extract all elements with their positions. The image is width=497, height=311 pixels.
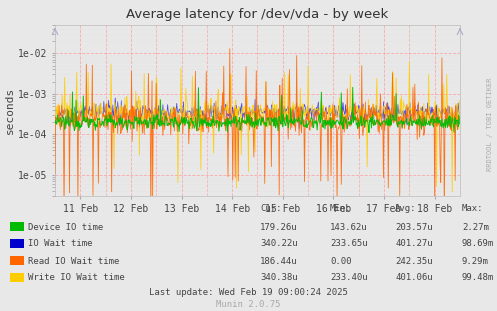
Y-axis label: seconds: seconds: [5, 87, 15, 134]
Text: 0.00: 0.00: [330, 257, 351, 266]
Text: 233.65u: 233.65u: [330, 239, 368, 248]
Text: Read IO Wait time: Read IO Wait time: [28, 257, 119, 266]
Text: Avg:: Avg:: [395, 204, 416, 213]
Text: 98.69m: 98.69m: [462, 239, 494, 248]
Text: Max:: Max:: [462, 204, 484, 213]
Text: 2.27m: 2.27m: [462, 222, 489, 231]
Text: Last update: Wed Feb 19 09:00:24 2025: Last update: Wed Feb 19 09:00:24 2025: [149, 288, 348, 297]
Title: Average latency for /dev/vda - by week: Average latency for /dev/vda - by week: [126, 8, 389, 21]
Text: 340.22u: 340.22u: [260, 239, 298, 248]
Text: 242.35u: 242.35u: [395, 257, 432, 266]
Text: Munin 2.0.75: Munin 2.0.75: [216, 300, 281, 309]
Text: 99.48m: 99.48m: [462, 273, 494, 282]
Text: 203.57u: 203.57u: [395, 222, 432, 231]
Text: 233.40u: 233.40u: [330, 273, 368, 282]
Text: 401.06u: 401.06u: [395, 273, 432, 282]
Text: RRDTOOL / TOBI OETIKER: RRDTOOL / TOBI OETIKER: [487, 78, 493, 171]
Text: IO Wait time: IO Wait time: [28, 239, 92, 248]
Text: 186.44u: 186.44u: [260, 257, 298, 266]
Text: Cur:: Cur:: [260, 204, 281, 213]
Text: 340.38u: 340.38u: [260, 273, 298, 282]
Text: Device IO time: Device IO time: [28, 222, 103, 231]
Text: Min:: Min:: [330, 204, 351, 213]
Text: 401.27u: 401.27u: [395, 239, 432, 248]
Text: 143.62u: 143.62u: [330, 222, 368, 231]
Text: 179.26u: 179.26u: [260, 222, 298, 231]
Text: 9.29m: 9.29m: [462, 257, 489, 266]
Text: Write IO Wait time: Write IO Wait time: [28, 273, 125, 282]
